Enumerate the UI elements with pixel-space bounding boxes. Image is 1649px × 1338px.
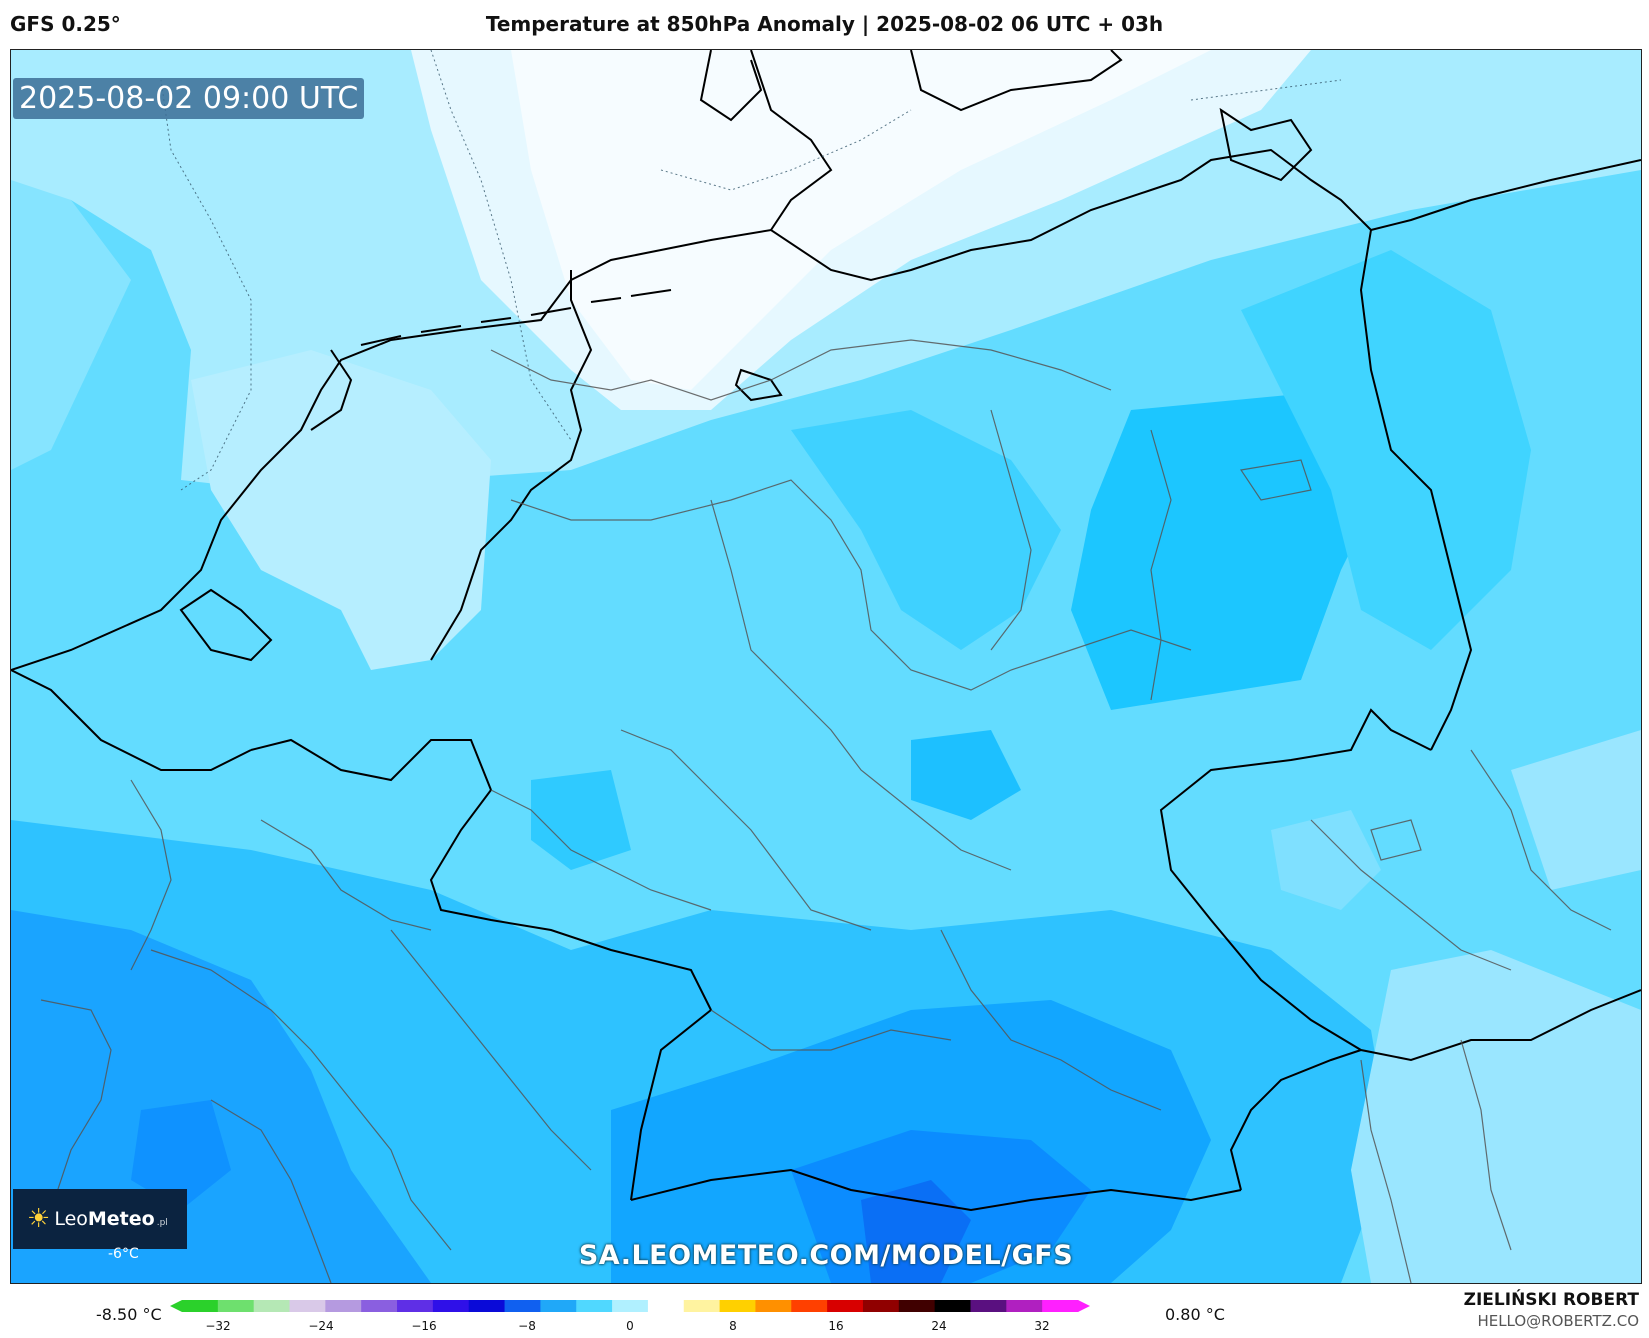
color-scale-tick-label: 24 [931,1319,947,1333]
color-scale-step [898,1300,936,1312]
color-scale-min-arrow [170,1300,182,1312]
color-scale-step [934,1300,971,1312]
color-scale-step [862,1300,900,1312]
color-scale-tick-label: 16 [828,1319,844,1333]
color-scale-tick-label: −16 [411,1319,437,1333]
color-scale-step [827,1300,864,1312]
site-url[interactable]: SA.LEOMETEO.COM/MODEL/GFS [578,1240,1074,1271]
color-scale-bar [170,1300,1090,1312]
color-scale-step [468,1300,506,1312]
color-scale-step [1042,1300,1079,1312]
valid-time-badge: 2025-08-02 09:00 UTC [13,78,365,119]
color-scale-tick-label: 32 [1034,1319,1050,1333]
weather-map[interactable]: 2025-08-02 09:00 UTC ☀ LeoMeteo .pl -6°C … [10,49,1642,1284]
color-scale-step [683,1300,721,1312]
logo-text: LeoMeteo .pl [54,1208,168,1230]
color-scale-step [612,1300,649,1312]
leometeo-logo[interactable]: ☀ LeoMeteo .pl [13,1189,187,1249]
color-scale-step [791,1300,828,1312]
color-scale-step [397,1300,434,1312]
color-scale-step [289,1300,326,1312]
isoline-label: -6°C [108,1246,139,1262]
color-scale-step [253,1300,291,1312]
color-scale-step [647,1300,685,1312]
sun-icon: ☀ [27,1204,51,1234]
color-scale-step [504,1300,541,1312]
color-scale-step [576,1300,613,1312]
author-email[interactable]: HELLO@ROBERTZ.CO [1477,1312,1639,1330]
color-scale-step [970,1300,1007,1312]
color-scale-step [755,1300,792,1312]
color-scale-tick-label: −24 [308,1319,334,1333]
anomaly-field [11,50,1641,1283]
color-scale-step [217,1300,255,1312]
author-name: ZIELIŃSKI ROBERT [1463,1290,1639,1310]
color-scale-step [1006,1300,1043,1312]
color-scale-step [432,1300,470,1312]
color-scale-step [325,1300,362,1312]
color-scale-tick-label: −32 [205,1319,231,1333]
color-scale-step [540,1300,577,1312]
color-scale-step [182,1300,219,1312]
color-scale-tick-label: −8 [518,1319,536,1333]
map-title: Temperature at 850hPa Anomaly | 2025-08-… [485,12,1164,36]
color-scale-tick-label: 8 [729,1319,737,1333]
color-scale-step [719,1300,756,1312]
model-label: GFS 0.25° [10,12,121,36]
legend-max-label: 0.80 °C [1165,1305,1225,1324]
color-scale-max-arrow [1078,1300,1090,1312]
color-scale-step [361,1300,398,1312]
legend-min-label: -8.50 °C [96,1305,162,1324]
color-scale-tick-label: 0 [626,1319,634,1333]
